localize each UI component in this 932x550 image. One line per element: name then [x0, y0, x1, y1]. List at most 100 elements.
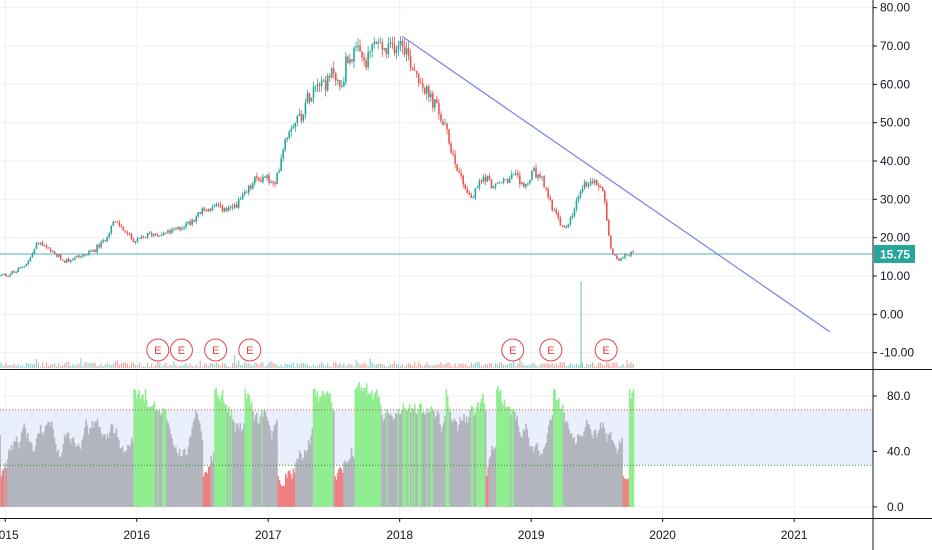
- oscillator-bar: [415, 412, 417, 507]
- candle: [227, 207, 230, 211]
- oscillator-bar: [291, 478, 293, 507]
- volume-bar: [569, 363, 572, 368]
- volume-bar: [565, 365, 567, 368]
- candle: [428, 86, 430, 98]
- oscillator-bar: [287, 471, 290, 507]
- oscillator-bar: [611, 439, 613, 507]
- volume-bar: [628, 363, 630, 368]
- candle: [288, 131, 291, 139]
- candle: [498, 182, 501, 184]
- volume-bar: [464, 364, 466, 368]
- oscillator-bar: [494, 446, 497, 507]
- volume-bar: [145, 366, 147, 368]
- volume-bar: [387, 365, 389, 368]
- oscillator-bar: [85, 419, 87, 507]
- volume-bar: [418, 362, 420, 368]
- oscillator-bar: [598, 429, 601, 507]
- oscillator-bar: [73, 442, 76, 507]
- oscillator-bar: [521, 437, 524, 507]
- candle: [189, 221, 191, 225]
- candle: [476, 187, 479, 189]
- volume-bar: [632, 363, 634, 368]
- candle: [158, 235, 161, 237]
- oscillator-bar: [537, 450, 540, 507]
- earnings-marker[interactable]: E: [238, 338, 262, 362]
- oscillator-bar: [120, 448, 123, 507]
- volume-bar: [223, 363, 226, 368]
- earnings-marker[interactable]: E: [146, 338, 170, 362]
- oscillator-pane[interactable]: [0, 382, 873, 507]
- candle: [86, 254, 88, 256]
- candle: [134, 241, 137, 243]
- candle: [1, 274, 3, 276]
- volume-bar: [353, 366, 355, 368]
- candle: [616, 255, 618, 260]
- oscillator-bar: [267, 420, 269, 507]
- candle: [310, 97, 313, 102]
- oscillator-bar: [554, 389, 556, 507]
- volume-bar: [321, 361, 323, 368]
- volume-bar: [440, 362, 442, 368]
- oscillator-bar: [41, 432, 43, 507]
- oscillator-bar: [327, 393, 330, 507]
- candle: [233, 204, 236, 208]
- oscillator-bar: [135, 398, 138, 507]
- oscillator-bar: [301, 460, 304, 507]
- candle: [187, 221, 189, 224]
- volume-bar: [143, 366, 145, 368]
- earnings-marker[interactable]: E: [169, 338, 193, 362]
- oscillator-bar: [534, 446, 536, 507]
- oscillator-bar: [266, 417, 268, 507]
- oscillator-bar: [518, 432, 521, 507]
- candle: [614, 254, 616, 256]
- candle: [573, 209, 576, 216]
- oscillator-bar: [511, 409, 513, 507]
- candle: [361, 51, 363, 58]
- candle: [345, 56, 347, 83]
- oscillator-bar: [456, 431, 459, 507]
- oscillator-bar: [315, 396, 317, 507]
- oscillator-bar: [181, 456, 183, 507]
- oscillator-bar: [77, 443, 80, 507]
- oscillator-bar: [434, 418, 436, 507]
- oscillator-bar: [176, 452, 178, 507]
- earnings-marker[interactable]: E: [204, 338, 228, 362]
- oscillator-bar: [573, 436, 575, 507]
- last-price-tag[interactable]: 15.75: [874, 244, 915, 263]
- oscillator-bar: [274, 423, 277, 507]
- earnings-marker[interactable]: E: [594, 338, 618, 362]
- volume-bar: [264, 366, 266, 368]
- oscillator-bar: [513, 411, 516, 507]
- earnings-marker[interactable]: E: [501, 338, 525, 362]
- candle: [163, 232, 165, 235]
- oscillator-bar: [140, 395, 143, 507]
- volume-bar: [159, 362, 161, 368]
- oscillator-bar: [587, 424, 589, 507]
- candle: [235, 204, 238, 208]
- candle: [0, 275, 1, 276]
- candle: [452, 153, 454, 155]
- oscillator-bar: [469, 410, 472, 507]
- oscillator-bar: [627, 478, 630, 507]
- earnings-marker[interactable]: E: [539, 338, 563, 362]
- oscillator-bar: [9, 451, 12, 507]
- candle: [405, 48, 408, 55]
- volume-bar: [519, 357, 521, 368]
- price-tick-label: 0.00: [880, 307, 904, 321]
- volume-bar: [177, 366, 179, 368]
- oscillator-bar: [616, 453, 618, 507]
- volume-bar: [286, 364, 288, 368]
- oscillator-bar: [245, 397, 248, 507]
- oscillator-bar: [49, 425, 52, 507]
- candle: [569, 217, 572, 224]
- trendline[interactable]: [401, 35, 830, 333]
- oscillator-bar: [449, 411, 451, 507]
- oscillator-bar: [620, 443, 622, 507]
- volume-bar: [325, 365, 327, 368]
- candle: [438, 103, 440, 115]
- oscillator-bar: [234, 431, 237, 507]
- candle: [440, 114, 442, 122]
- oscillator-bar: [282, 485, 285, 507]
- oscillator-bar: [104, 434, 106, 507]
